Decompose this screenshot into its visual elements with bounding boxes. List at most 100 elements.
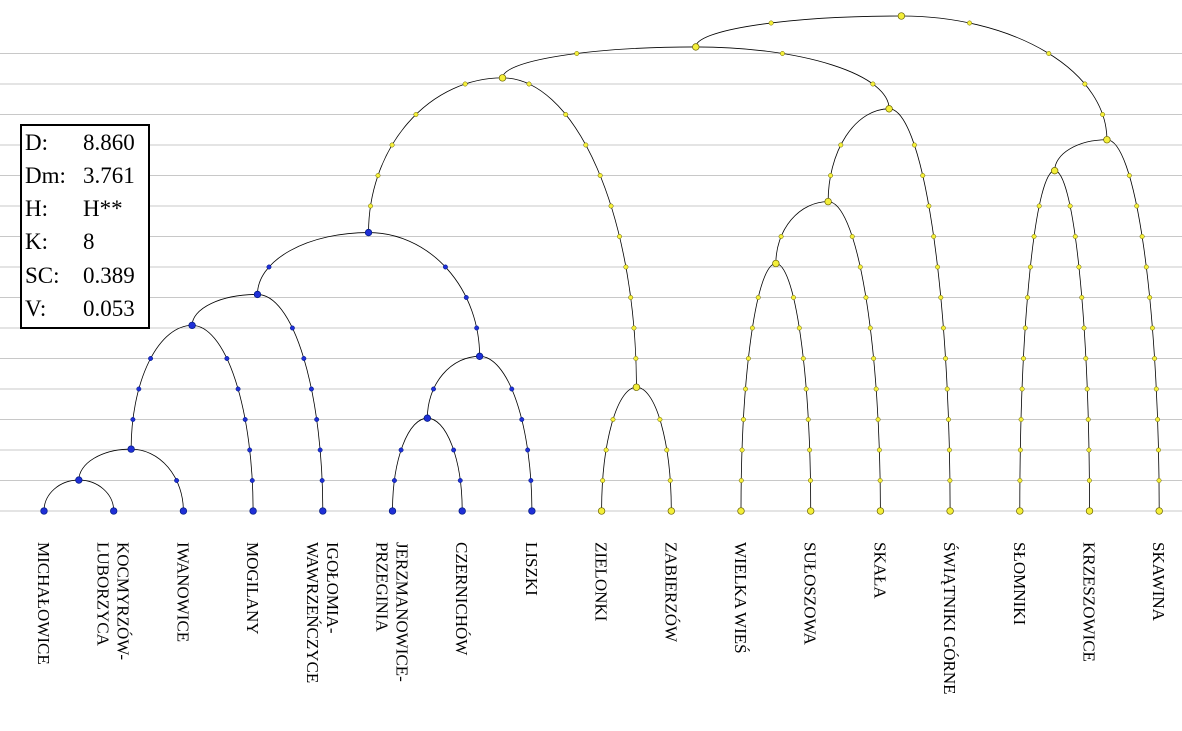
branch-marker [857,264,863,270]
branch-marker [1085,417,1091,422]
branch-marker [768,20,774,26]
merge-node [824,197,832,206]
branch-marker [738,478,744,483]
branch-arc [1019,170,1055,512]
branch-marker [796,325,802,331]
leaf-node [40,507,48,515]
branch-marker [1067,203,1073,209]
leaf-labels: MICHAŁOWICE KOCMYRZÓW-LUBORZYCA IWANOWICE M… [34,542,1168,695]
leaf-node [528,507,536,515]
branch-marker [249,478,255,483]
leaf-label-liszki: LISZKI [522,542,541,596]
branch-marker [1134,203,1140,209]
branch-marker [749,325,755,331]
leaf-label-mogilany: MOGILANY [243,542,262,635]
branch-arc [192,324,254,512]
branch-marker [803,386,809,392]
branch-marker [741,417,746,422]
leaf-node [1155,507,1163,515]
branch-marker [136,386,142,392]
branch-marker [1155,417,1161,422]
branch-marker [289,325,295,331]
branch-marker [849,234,855,239]
branch-marker [838,142,844,148]
branch-marker [628,295,634,300]
merge-node [188,321,196,330]
stat-value: 0.389 [83,263,135,288]
branch-marker [1147,295,1153,300]
branch-marker [926,203,932,209]
branches [43,15,1160,512]
branch-marker [1018,417,1024,422]
leaf-node [110,507,118,515]
branch-marker [431,386,436,392]
statistics-box: D: 8.860 Dm: 3.761 H: H** K: 8 SC: 0.389… [20,124,150,329]
branch-marker [1149,325,1155,331]
branch-arc [1054,139,1107,171]
branch-arc [695,46,890,109]
branch-marker [667,478,673,483]
branch-marker [870,81,876,87]
branch-marker [1082,81,1088,87]
branch-marker [474,325,480,331]
branch-marker [743,386,748,392]
branch-arc [827,108,890,202]
branch-marker [413,112,419,117]
branch-marker [389,142,395,148]
branch-marker [451,447,457,453]
branch-marker [871,356,877,361]
branch-marker [1153,386,1159,392]
branch-marker [1036,203,1042,209]
branch-marker [1027,264,1033,270]
branch-marker [791,295,796,300]
branch-marker [1156,478,1162,483]
branch-marker [1083,356,1089,361]
merge-node [75,476,83,484]
merge-node [475,352,484,360]
branch-arc [43,479,79,512]
branch-marker [319,478,325,483]
branch-arc [828,201,881,512]
branch-marker [583,142,589,148]
branch-marker [920,173,926,178]
merge-node [364,228,373,237]
branch-marker [519,417,525,422]
leaf-node [388,507,397,515]
merge-node [885,105,893,113]
stat-value: 0.053 [83,296,135,321]
branch-marker [462,81,468,87]
branch-marker [1017,447,1023,453]
branch-marker [1025,295,1030,300]
branch-marker [947,478,953,483]
branch-arc [601,386,637,512]
leaf-label-michalowice: MICHAŁOWICE [34,542,53,665]
branch-marker [509,386,515,392]
branch-marker [1081,325,1087,331]
branch-marker [633,356,639,361]
leaf-label-skala: SKAŁA [870,542,889,599]
branch-arc [901,15,1108,140]
branch-marker [563,112,569,117]
branch-arc [368,232,481,357]
branch-marker [664,447,670,453]
stat-value: 8.860 [83,130,135,155]
leaf-label-iwanowice: IWANOWICE [173,542,192,642]
branch-marker [526,81,532,87]
branch-marker [657,417,663,422]
branch-marker [266,264,272,270]
branch-marker [1076,264,1082,270]
leaf-label-suloszowa: SUŁOSZOWA [801,542,820,646]
leaf-label-jerzmanowice: JERZMANOWICE- [393,542,412,682]
leaf-label-kocmyrzow: KOCMYRZÓW- [114,542,133,660]
stat-key: SC: [25,263,60,288]
branch-marker [739,447,745,453]
branch-marker [631,325,637,331]
branch-marker [314,417,320,422]
merge-node [897,12,906,20]
branch-marker [398,447,404,453]
stat-value: 3.761 [83,163,135,188]
branch-marker [935,264,941,270]
branch-marker [875,417,881,422]
merge-node [772,259,780,268]
leaf-label-slomniki: SŁOMNIKI [1010,542,1029,625]
